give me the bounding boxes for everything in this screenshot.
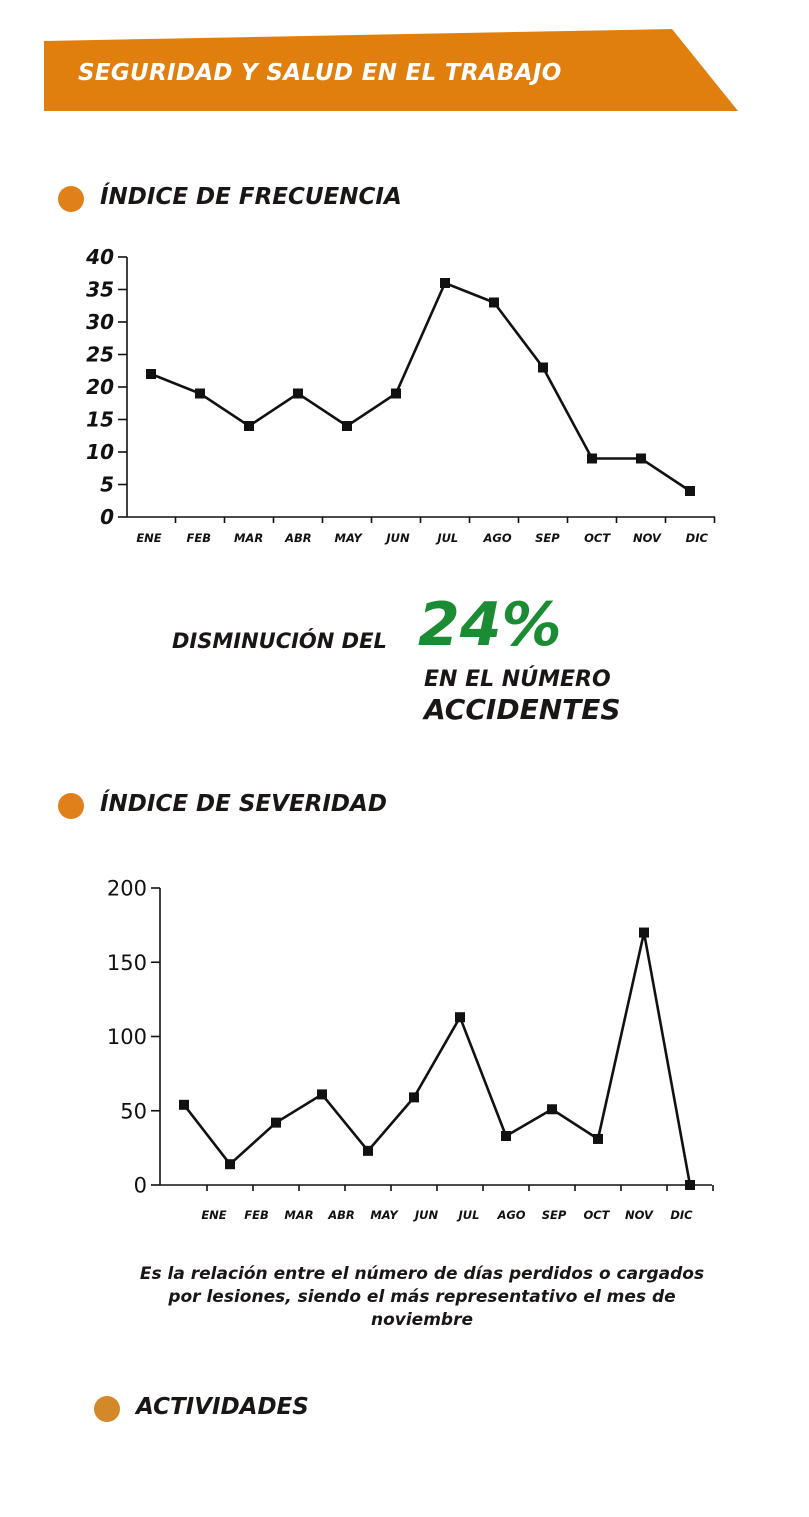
chart1-y-tick-label: 20 <box>86 375 114 399</box>
chart2-y-tick-label: 100 <box>107 1025 147 1049</box>
chart2-data-point <box>501 1130 511 1141</box>
chart1-data-point <box>391 388 401 399</box>
chart2-x-tick-label: NOV <box>625 1208 654 1222</box>
header-banner <box>44 29 738 111</box>
chart1-data-point <box>440 278 450 288</box>
chart2-x-tick-label: MAY <box>370 1208 399 1222</box>
severity-note: Es la relación entre el número de días p… <box>139 1264 705 1330</box>
header-banner-shape <box>44 29 738 111</box>
chart1-x-tick-label: OCT <box>584 531 611 545</box>
chart1-data-point <box>685 486 695 496</box>
chart1-x-tick-label: ABR <box>284 531 312 545</box>
chart2-data-point <box>409 1092 419 1103</box>
chart2-data-point <box>639 927 649 938</box>
chart2-data-point <box>271 1117 281 1128</box>
frequency-chart: 0 5 10 15 20 25 30 35 40 ENE FEB MAR ABR MAY JUN JUL AGO… <box>85 245 716 545</box>
chart1-y-tick-label: 0 <box>100 505 114 529</box>
chart1-x-tick-label: FEB <box>187 531 212 545</box>
section-title-severidad: ÍNDICE DE SEVERIDAD <box>100 791 387 817</box>
chart2-x-tick-label: MAR <box>284 1208 313 1222</box>
chart2-data-point <box>363 1145 373 1156</box>
highlight-value: 24% <box>418 590 562 660</box>
severity-chart: 0 50 100 150 200 ENE FEB MAR ABR MAY JUN JUL AGO SEP O… <box>107 877 714 1222</box>
chart1-x-tick-label: JUL <box>435 531 458 545</box>
chart1-y-tick-label: 35 <box>86 278 114 302</box>
chart2-x-tick-label: ENE <box>201 1208 226 1222</box>
chart1-x-tick-label: NOV <box>633 531 662 545</box>
chart1-data-point <box>489 297 499 308</box>
section-bullet-icon <box>58 793 84 819</box>
chart2-data-point <box>593 1133 603 1144</box>
chart2-data-point <box>547 1104 557 1115</box>
chart1-data-point <box>342 421 352 431</box>
chart2-x-tick-label: OCT <box>583 1208 610 1222</box>
chart2-data-point <box>685 1180 695 1190</box>
highlight-line2: ACCIDENTES <box>424 693 621 726</box>
chart1-series-line <box>150 281 691 493</box>
chart1-x-tick-label: JUN <box>384 531 410 545</box>
section-title-frecuencia: ÍNDICE DE FRECUENCIA <box>100 184 402 210</box>
highlight-line1: EN EL NÚMERO <box>424 667 611 692</box>
chart1-x-tick-label: AGO <box>483 531 512 545</box>
chart2-data-point <box>225 1159 235 1170</box>
chart2-x-tick-label: JUN <box>413 1208 439 1222</box>
chart1-data-point <box>293 388 303 399</box>
chart1-data-point <box>587 453 597 464</box>
chart2-x-tick-label: FEB <box>244 1208 269 1222</box>
highlight-prefix: DISMINUCIÓN DEL <box>172 629 387 653</box>
chart2-y-tick-label: 0 <box>134 1174 147 1198</box>
chart1-y-tick-label: 5 <box>100 473 114 497</box>
chart1-x-tick-label: DIC <box>686 531 709 545</box>
chart2-x-tick-label: DIC <box>670 1208 693 1222</box>
chart2-x-tick-label: ABR <box>327 1208 355 1222</box>
chart1-y-tick-label: 25 <box>86 343 114 367</box>
chart2-y-tick-label: 150 <box>107 951 147 975</box>
chart2-data-point <box>455 1012 465 1023</box>
chart1-x-tick-label: ENE <box>136 531 161 545</box>
section-bullet-icon <box>58 186 84 212</box>
chart2-y-tick-label: 200 <box>107 877 147 901</box>
chart1-data-point <box>195 388 205 399</box>
section-title-actividades: ACTIVIDADES <box>136 1394 309 1420</box>
chart2-y-tick-label: 50 <box>120 1099 147 1123</box>
chart2-x-tick-label: SEP <box>542 1208 567 1222</box>
chart2-data-point <box>179 1099 189 1110</box>
chart1-data-point <box>244 421 254 431</box>
chart1-data-point <box>146 369 156 379</box>
chart2-series-line <box>182 932 692 1186</box>
chart1-x-tick-label: MAY <box>335 531 364 545</box>
chart1-y-tick-label: 40 <box>85 245 114 269</box>
chart2-x-tick-label: AGO <box>496 1208 525 1222</box>
chart1-x-tick-label: MAR <box>234 531 263 545</box>
chart1-y-tick-label: 30 <box>86 310 114 334</box>
chart1-x-tick-label: SEP <box>535 531 560 545</box>
chart2-x-tick-label: JUL <box>457 1208 480 1222</box>
chart2-data-point <box>317 1089 327 1100</box>
chart1-y-tick-label: 15 <box>86 408 114 432</box>
chart1-data-point <box>538 362 548 373</box>
chart1-y-tick-label: 10 <box>86 440 114 464</box>
chart1-data-point <box>636 453 646 464</box>
section-bullet-icon <box>94 1396 120 1422</box>
page-title: SEGURIDAD Y SALUD EN EL TRABAJO <box>78 60 562 86</box>
